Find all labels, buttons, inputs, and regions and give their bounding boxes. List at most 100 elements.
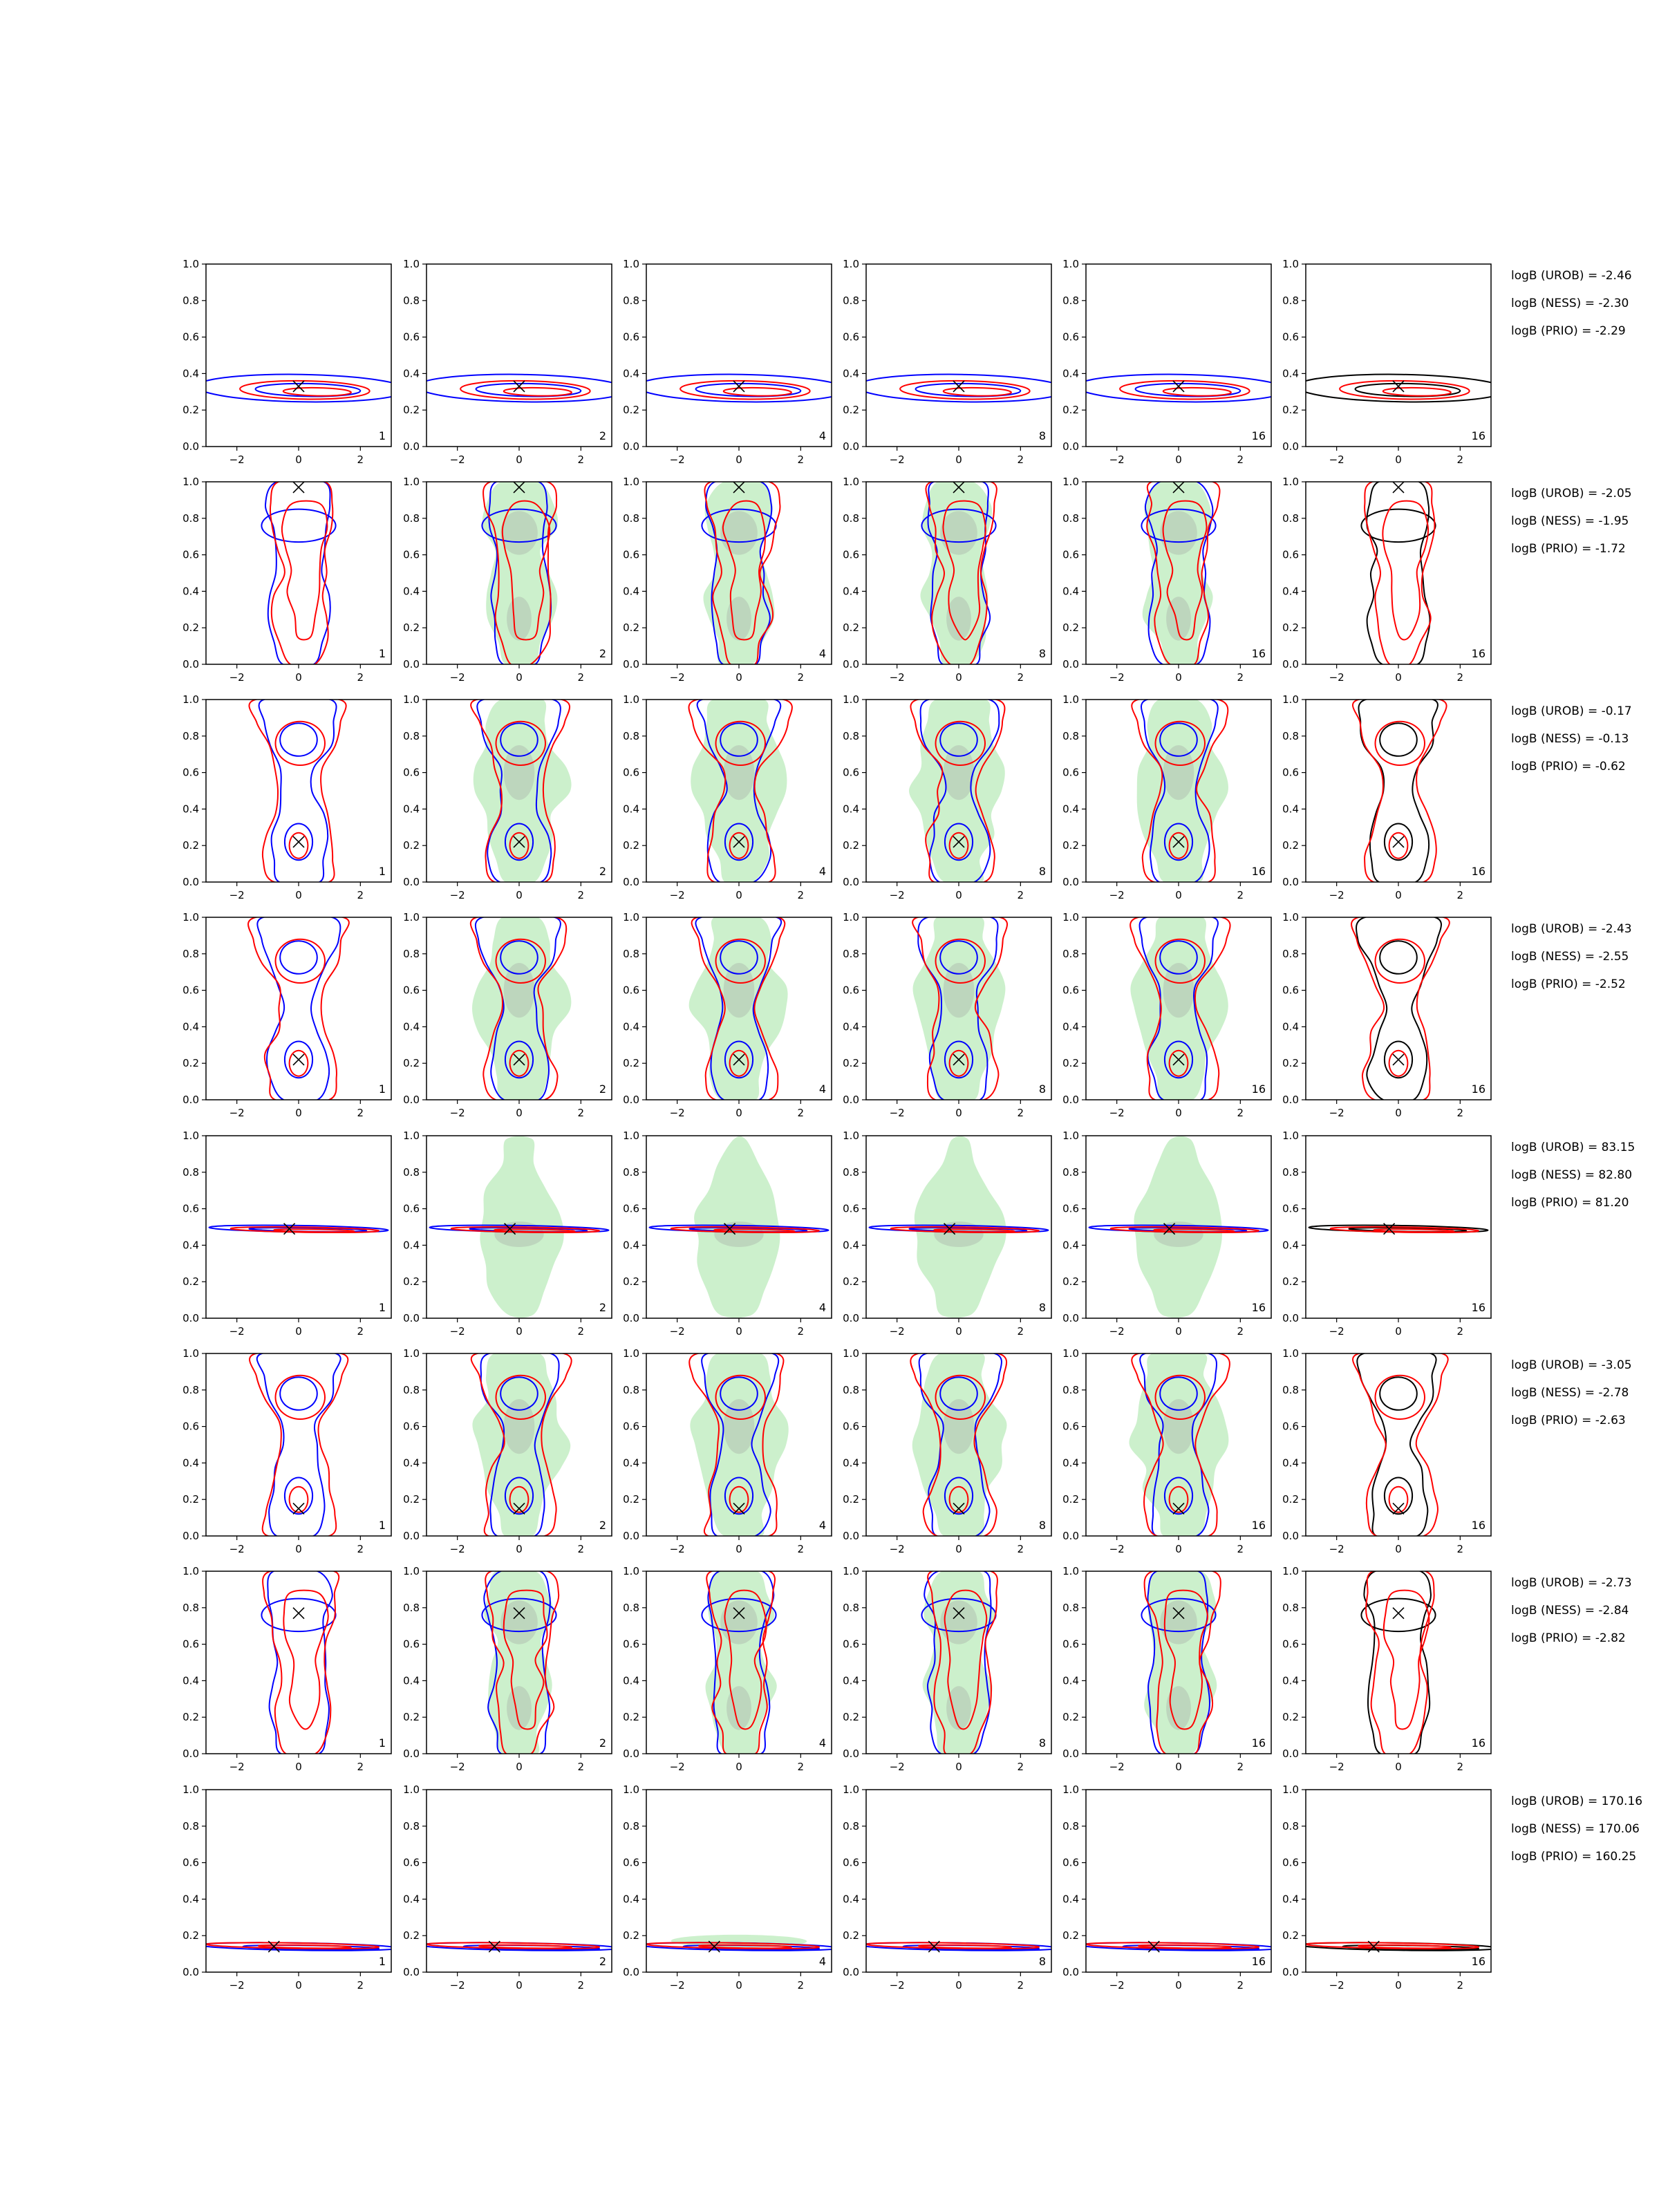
x-tick-label: −2 xyxy=(670,1761,685,1773)
y-tick-label: 1.0 xyxy=(623,1130,639,1142)
truth-marker xyxy=(1172,1053,1185,1066)
y-tick-label: 0.0 xyxy=(182,1747,199,1760)
contour-line-b-2 xyxy=(1154,720,1206,767)
y-tick-label: 0.0 xyxy=(623,1094,639,1106)
subplot-r1-c3: −2 0 2 0.0 0.2 0.4 0.6 0.8 1.0 4 xyxy=(623,258,832,466)
subplot-r6-c3: −2 0 2 0.0 0.2 0.4 0.6 0.8 1.0 4 xyxy=(623,1347,832,1555)
y-tick-label: 0.0 xyxy=(1282,1312,1299,1324)
contour-line-a-1 xyxy=(427,373,612,403)
y-tick-label: 0.6 xyxy=(1282,984,1299,997)
subplot-r7-c3: −2 0 2 0.0 0.2 0.4 0.6 0.8 1.0 4 xyxy=(623,1565,832,1773)
logb-urob-row-2: logB (UROB) = -2.05 xyxy=(1511,487,1632,500)
contour-line-b-3 xyxy=(509,1049,529,1077)
y-tick-label: 0.8 xyxy=(1062,294,1079,307)
subplot-contours xyxy=(646,1934,832,1951)
y-tick-label: 0.0 xyxy=(623,876,639,888)
subplot-frame xyxy=(646,263,832,447)
x-tick-label: 0 xyxy=(955,1325,962,1338)
truth-marker xyxy=(1392,481,1405,494)
posterior-core-fill-1 xyxy=(940,1600,977,1644)
x-tick-label: 2 xyxy=(1237,1107,1244,1119)
x-tick-label: −2 xyxy=(1329,1107,1344,1119)
truth-marker xyxy=(1172,836,1185,848)
x-tick-label: 0 xyxy=(295,671,302,684)
y-tick-label: 0.0 xyxy=(843,1966,859,1978)
x-tick-label: 0 xyxy=(955,453,962,466)
posterior-core-fill-2 xyxy=(507,597,532,641)
logb-urob-row-6: logB (UROB) = -3.05 xyxy=(1511,1358,1632,1372)
subplot-r3-c1: −2 0 2 0.0 0.2 0.4 0.6 0.8 1.0 1 xyxy=(182,693,392,901)
panel-number-label: 4 xyxy=(819,429,826,442)
y-tick-label: 0.0 xyxy=(1282,1530,1299,1542)
x-tick-label: −2 xyxy=(1329,889,1344,901)
contour-line-a-1 xyxy=(696,700,782,882)
y-tick-label: 0.0 xyxy=(1282,1094,1299,1106)
posterior-core-fill-1 xyxy=(1160,511,1197,555)
y-tick-label: 0.2 xyxy=(623,1711,639,1723)
x-tick-label: 0 xyxy=(955,1761,962,1773)
y-tick-label: 0.6 xyxy=(623,1203,639,1215)
y-tick-label: 0.6 xyxy=(182,1203,199,1215)
y-tick-label: 0.8 xyxy=(403,730,420,742)
y-tick-label: 0.0 xyxy=(1282,1966,1299,1978)
x-tick-label: 0 xyxy=(1395,1979,1402,1991)
x-tick-label: 0 xyxy=(295,1761,302,1773)
y-tick-label: 0.2 xyxy=(1282,621,1299,634)
x-tick-label: 0 xyxy=(516,1761,523,1773)
y-tick-label: 0.2 xyxy=(403,621,420,634)
y-tick-label: 0.4 xyxy=(1282,803,1299,815)
y-tick-label: 0.4 xyxy=(403,803,420,815)
y-tick-label: 0.4 xyxy=(403,1456,420,1469)
y-tick-label: 0.0 xyxy=(403,1966,420,1978)
contour-line-a-1 xyxy=(866,373,1051,403)
x-tick-label: 0 xyxy=(1175,1325,1182,1338)
y-tick-label: 0.8 xyxy=(1282,1820,1299,1833)
contour-line-a-2 xyxy=(261,1597,337,1633)
subplot-r4-c6: −2 0 2 0.0 0.2 0.4 0.6 0.8 1.0 16 xyxy=(1282,911,1492,1119)
x-tick-label: 0 xyxy=(735,1761,742,1773)
y-tick-label: 0.2 xyxy=(623,1493,639,1506)
subplot-contours xyxy=(646,373,832,403)
truth-marker xyxy=(513,380,525,393)
truth-marker xyxy=(1172,380,1185,393)
y-tick-label: 1.0 xyxy=(1062,693,1079,706)
y-tick-label: 0.0 xyxy=(182,440,199,453)
x-tick-label: 2 xyxy=(1457,889,1464,901)
contour-line-b-3 xyxy=(509,1485,529,1513)
x-tick-label: −2 xyxy=(229,1543,245,1555)
subplot-contours xyxy=(921,1571,998,1754)
y-tick-label: 0.2 xyxy=(843,1275,859,1288)
contour-line-b-2 xyxy=(715,938,767,984)
x-tick-label: 2 xyxy=(798,889,805,901)
y-tick-label: 0.4 xyxy=(1282,1893,1299,1905)
subplot-frame xyxy=(205,263,392,447)
contour-line-b-3 xyxy=(729,1485,749,1513)
contour-line-b-2 xyxy=(917,1944,1012,1949)
subplot-r2-c1: −2 0 2 0.0 0.2 0.4 0.6 0.8 1.0 1 xyxy=(182,476,392,684)
contour-line-a-1 xyxy=(1144,482,1214,664)
subplot-contours xyxy=(248,700,347,882)
x-tick-label: 0 xyxy=(295,1107,302,1119)
subplot-contours xyxy=(261,1571,340,1754)
y-tick-label: 0.4 xyxy=(182,367,199,379)
y-tick-label: 0.0 xyxy=(843,1747,859,1760)
logb-ness-row-3: logB (NESS) = -0.13 xyxy=(1511,732,1629,746)
y-tick-label: 1.0 xyxy=(182,1783,199,1796)
subplot-contours xyxy=(912,917,1009,1100)
y-tick-label: 0.0 xyxy=(1282,658,1299,671)
posterior-core-fill-1 xyxy=(500,511,538,555)
truth-marker xyxy=(953,1053,965,1066)
y-tick-label: 0.6 xyxy=(623,1421,639,1433)
posterior-core-fill-1 xyxy=(943,963,975,1018)
subplot-r1-c2: −2 0 2 0.0 0.2 0.4 0.6 0.8 1.0 2 xyxy=(403,258,612,466)
y-tick-label: 1.0 xyxy=(182,1347,199,1360)
y-tick-label: 1.0 xyxy=(843,476,859,488)
panel-number-label: 8 xyxy=(1039,1955,1046,1968)
y-tick-label: 1.0 xyxy=(623,1565,639,1577)
y-tick-label: 0.2 xyxy=(843,839,859,852)
subplot-r5-c3: −2 0 2 0.0 0.2 0.4 0.6 0.8 1.0 4 xyxy=(623,1130,832,1338)
contour-line-a-2 xyxy=(481,1597,557,1633)
y-tick-label: 0.0 xyxy=(182,658,199,671)
contour-line-a-3 xyxy=(944,1040,974,1079)
y-tick-label: 0.6 xyxy=(623,1638,639,1651)
